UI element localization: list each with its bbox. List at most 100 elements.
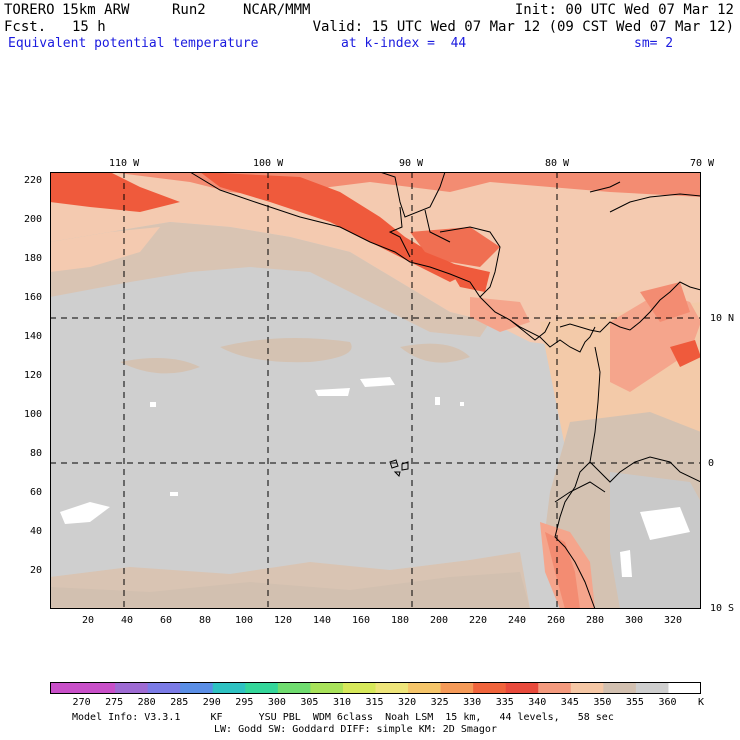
graticule — [50, 172, 701, 609]
lon-label-90w: 90 W — [399, 158, 424, 169]
field-fill-360-spot — [360, 377, 395, 387]
x-tick: 100 — [235, 615, 254, 626]
lat-label-0: 0 — [708, 458, 715, 469]
y-tick: 60 — [30, 487, 43, 498]
x-tick: 220 — [469, 615, 488, 626]
colorbar-label: 295 — [235, 697, 254, 708]
lon-label-70w: 70 W — [690, 158, 715, 169]
colorbar-swatch — [668, 682, 701, 694]
x-tick: 260 — [547, 615, 566, 626]
colorbar-swatch — [310, 682, 344, 694]
level-label: at k-index = 44 — [341, 36, 467, 51]
field-fill-360-spot — [60, 502, 110, 524]
forecast-label: Fcst. — [4, 19, 47, 35]
colorbar-label: 285 — [170, 697, 189, 708]
colorbar-swatch — [82, 682, 116, 694]
colorbar-swatch — [538, 682, 572, 694]
x-tick: 140 — [313, 615, 332, 626]
coastline-south-america — [554, 281, 701, 609]
lon-label-110w: 110 W — [109, 158, 140, 169]
valid-time: Valid: 15 UTC Wed 07 Mar 12 (09 CST Wed … — [312, 19, 734, 35]
field-fill-360-spot — [620, 550, 632, 577]
theta-e-map — [50, 172, 701, 609]
lon-label-80w: 80 W — [545, 158, 570, 169]
y-tick: 220 — [24, 175, 43, 186]
field-fill-325-colombia — [670, 340, 701, 367]
x-tick: 60 — [160, 615, 173, 626]
coastline-yucatan — [379, 172, 446, 218]
model-resolution: 15km ARW — [62, 2, 130, 18]
colorbar-swatch — [635, 682, 669, 694]
colorbar-label: 290 — [202, 697, 221, 708]
field-fill-330-peru-coast — [545, 532, 580, 609]
forecast-hour: 15 h — [72, 19, 106, 35]
run-label: Run2 — [172, 2, 206, 18]
colorbar — [50, 682, 701, 694]
coastline-caribbean — [589, 181, 701, 213]
y-tick: 180 — [24, 253, 43, 264]
model-info: Model Info: V3.3.1 KF YSU PBL WDM 6class… — [72, 712, 614, 723]
y-tick: 40 — [30, 526, 43, 537]
coastline-panama — [509, 319, 596, 353]
field-fill-360-spot — [640, 507, 690, 540]
colorbar-label: 270 — [72, 697, 91, 708]
colorbar-label: 305 — [300, 697, 319, 708]
colorbar-label: 360 — [658, 697, 677, 708]
colorbar-swatch — [440, 682, 474, 694]
field-fill-350-patch — [220, 338, 352, 363]
field-fill-360-spot — [315, 388, 350, 396]
org-label: NCAR/MMM — [243, 2, 311, 18]
field-fill-350-patch3 — [400, 343, 470, 363]
colorbar-swatch — [180, 682, 214, 694]
y-tick: 120 — [24, 370, 43, 381]
colorbar-label: 315 — [365, 697, 384, 708]
colorbar-swatch — [245, 682, 279, 694]
colorbar-label: 355 — [625, 697, 644, 708]
x-tick: 180 — [391, 615, 410, 626]
init-time: Init: 00 UTC Wed 07 Mar 12 — [514, 2, 734, 18]
field-fill-330-nicaragua — [445, 262, 490, 292]
field-fill-330-venezuela — [640, 282, 690, 322]
field-fill-360-dot — [460, 402, 464, 406]
field-fill-340-north — [50, 172, 701, 352]
lon-label-100w: 100 W — [253, 158, 284, 169]
field-fill-360-dot — [170, 492, 178, 496]
field-fill-340-west — [50, 227, 160, 272]
x-tick: 280 — [586, 615, 605, 626]
colorbar-label: 280 — [137, 697, 156, 708]
colorbar-label: 310 — [332, 697, 351, 708]
smoothing-label: sm= 2 — [634, 36, 674, 51]
x-tick: 80 — [199, 615, 212, 626]
field-fill-360-dot — [435, 397, 440, 405]
colorbar-label: 345 — [560, 697, 579, 708]
model-name: TORERO — [4, 2, 55, 18]
physics-info: LW: Godd SW: Goddard DIFF: simple KM: 2D… — [214, 724, 497, 735]
x-tick: 20 — [82, 615, 95, 626]
colorbar-swatch — [473, 682, 507, 694]
colorbar-label: 300 — [267, 697, 286, 708]
colorbar-swatch — [277, 682, 311, 694]
colorbar-swatch — [115, 682, 149, 694]
colorbar-label: 350 — [593, 697, 612, 708]
colorbar-swatch — [603, 682, 637, 694]
y-tick: 20 — [30, 565, 43, 576]
colorbar-unit: K — [698, 697, 705, 708]
x-tick: 200 — [430, 615, 449, 626]
field-fill-350-land-grey — [610, 472, 701, 609]
map-frame — [50, 172, 701, 609]
field-fill-360-dot — [150, 402, 156, 407]
colorbar-swatch — [408, 682, 442, 694]
x-tick: 160 — [352, 615, 371, 626]
x-tick: 120 — [274, 615, 293, 626]
colorbar-label: 330 — [463, 697, 482, 708]
x-tick: 240 — [508, 615, 527, 626]
colorbar-swatch — [570, 682, 604, 694]
lat-label-10s: 10 S — [710, 603, 735, 614]
field-name: Equivalent potential temperature — [8, 36, 259, 51]
colorbar-label: 325 — [430, 697, 449, 708]
border-guatemala — [388, 206, 451, 258]
colorbar-label: 335 — [495, 697, 514, 708]
colorbar-label: 320 — [398, 697, 417, 708]
field-fill-350-patch2 — [120, 358, 200, 374]
coastline-mexico — [189, 172, 551, 341]
